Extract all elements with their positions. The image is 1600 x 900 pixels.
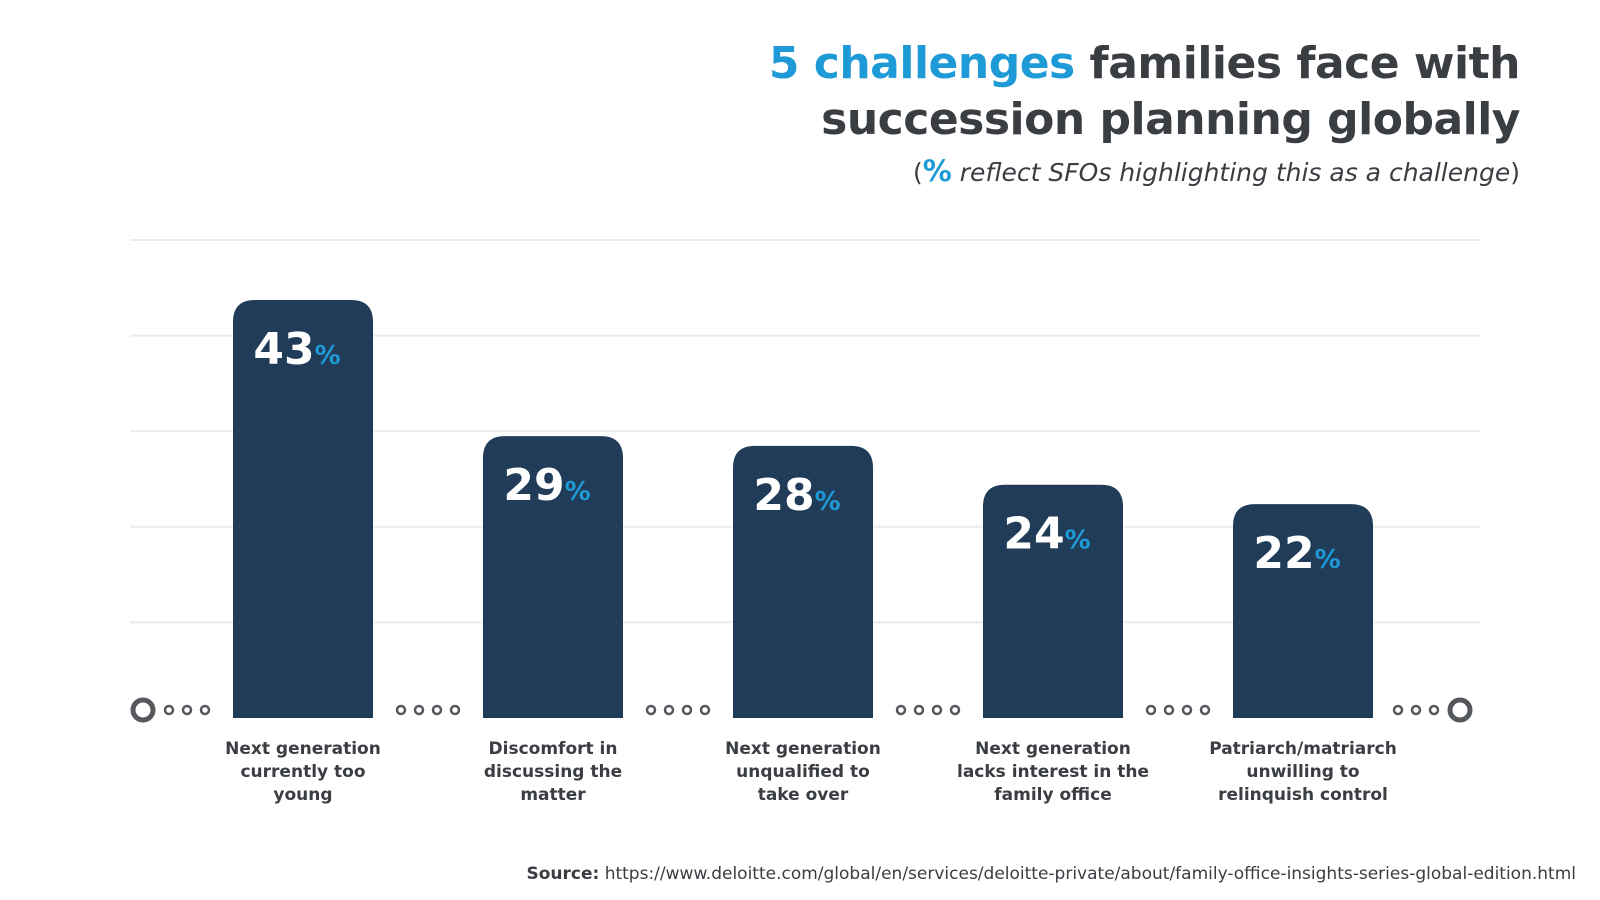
subtitle-percent: % [922,154,952,188]
axis-dot [663,704,675,716]
axis-end-ring [1447,697,1473,723]
bar-1 [233,300,373,718]
chart-title-line-1: 5 challenges families face with [768,36,1521,92]
bar-4 [983,484,1123,718]
axis-dot [395,704,407,716]
subtitle-close-paren: ) [1510,158,1520,187]
axis-dot [1410,704,1422,716]
bar-value-label-3: 28% [753,470,840,521]
title-accent: 5 challenges [768,38,1075,89]
category-label-3: Next generation unqualified to take over [725,739,881,805]
axis-dot [181,704,193,716]
subtitle-text: reflect SFOs highlighting this as a chal… [951,158,1511,187]
axis-dot [913,704,925,716]
bar-value-label-5: 22% [1253,528,1340,579]
axis-dot [1181,704,1193,716]
subtitle-open-paren: ( [912,158,923,187]
axis-dot [1199,704,1211,716]
category-label-2: Discomfort in discussing the matter [484,739,622,805]
axis-dot [1428,704,1440,716]
axis-start-ring [130,697,156,723]
chart-title-line-2: succession planning globally [821,94,1520,145]
bar-value-label-4: 24% [1003,509,1090,560]
category-label-1: Next generation currently too young [225,739,381,805]
axis-dot [1392,704,1404,716]
axis-dot [413,704,425,716]
category-label-4: Next generation lacks interest in the fami… [957,739,1149,805]
axis-dot [645,704,657,716]
bar-5 [1233,504,1373,718]
axis-dot [699,704,711,716]
bar-value-label-1: 43% [253,324,340,375]
bar-3 [733,445,873,718]
source-label: Source: [526,864,600,884]
axis-dot [1145,704,1157,716]
axis-dot [931,704,943,716]
source-url: https://www.deloitte.com/global/en/servi… [604,864,1576,884]
axis-dot [949,704,961,716]
bar-2 [483,436,623,718]
axis-dot [681,704,693,716]
title-rest: families face with [1074,38,1521,89]
bar-value-label-2: 29% [503,460,590,511]
axis-dot [431,704,443,716]
axis-dot [449,704,461,716]
category-label-5: Patriarch/matriarch unwilling to relinquis… [1209,739,1397,805]
title-block: 5 challenges families face with successi… [768,36,1521,188]
axis-dot [163,704,175,716]
axis-dot [199,704,211,716]
axis-dot [1163,704,1175,716]
axis-dot [895,704,907,716]
chart-subtitle: (% reflect SFOs highlighting this as a c… [769,154,1520,188]
source-note: Source: https://www.deloitte.com/global/… [526,864,1576,884]
